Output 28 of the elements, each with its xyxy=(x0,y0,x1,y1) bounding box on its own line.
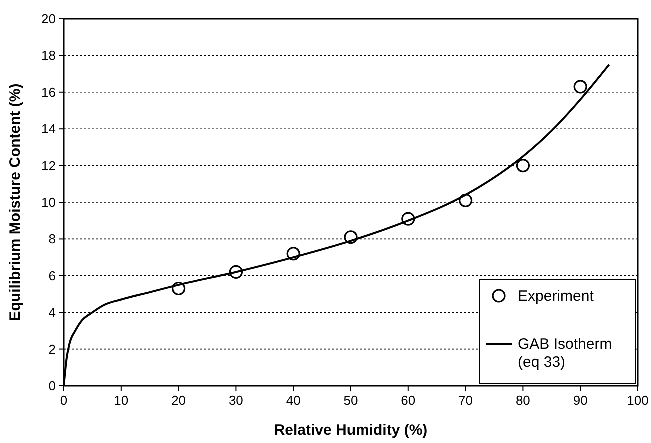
y-tick-label: 2 xyxy=(48,342,56,357)
y-axis-title: Equilibrium Moisture Content (%) xyxy=(7,84,24,322)
x-tick-label: 50 xyxy=(344,393,358,408)
y-tick-label: 18 xyxy=(42,48,56,64)
x-tick-label: 70 xyxy=(458,393,474,408)
y-tick-label: 4 xyxy=(48,305,56,320)
x-tick-label: 10 xyxy=(114,393,129,408)
x-tick-label: 20 xyxy=(172,393,186,408)
x-tick-label: 30 xyxy=(228,393,244,408)
y-tick-label: 10 xyxy=(42,195,56,210)
legend-label: Experiment xyxy=(518,288,595,304)
y-tick-label: 16 xyxy=(42,84,56,100)
x-tick-label: 100 xyxy=(627,393,649,408)
x-tick-label: 40 xyxy=(286,393,301,408)
y-tick-label: 6 xyxy=(48,268,56,284)
legend-label: GAB Isotherm (eq 33) xyxy=(518,336,612,370)
y-tick-label: 12 xyxy=(42,158,56,174)
point xyxy=(574,80,588,94)
x-tick-label: 60 xyxy=(401,393,416,408)
x-tick-label: 90 xyxy=(573,393,588,408)
x-tick-label: 80 xyxy=(516,393,530,408)
y-tick-label: 8 xyxy=(48,232,56,247)
y-tick-label: 0 xyxy=(48,378,56,394)
y-tick-label: 20 xyxy=(42,12,56,26)
point xyxy=(516,159,530,173)
x-tick-label: 0 xyxy=(60,393,68,408)
x-axis-title: Relative Humidity (%) xyxy=(274,422,428,439)
y-tick-label: 14 xyxy=(42,122,56,137)
